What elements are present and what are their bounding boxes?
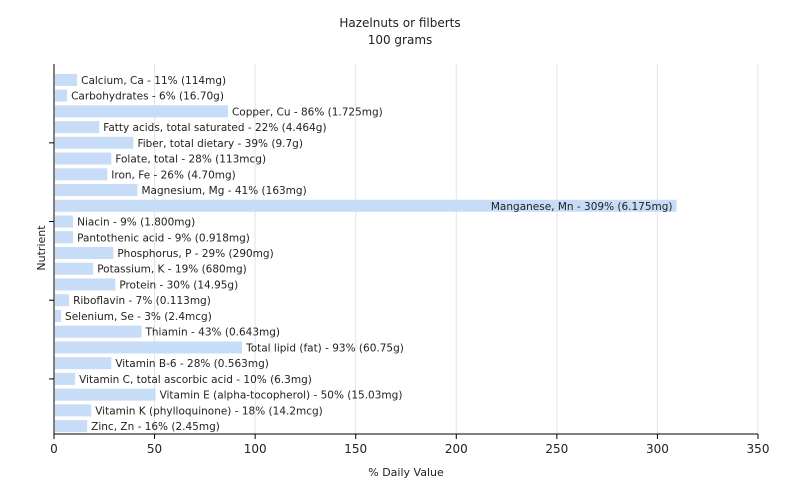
bar-label: Carbohydrates - 6% (16.70g) [71, 91, 224, 103]
bar-label: Potassium, K - 19% (680mg) [97, 264, 247, 276]
bar [55, 325, 142, 338]
x-tick-label: 300 [646, 442, 669, 456]
x-tick-label: 150 [344, 442, 367, 456]
x-axis-title: % Daily Value [368, 466, 444, 479]
bar [55, 184, 138, 197]
bar-label: Fiber, total dietary - 39% (9.7g) [137, 138, 302, 150]
bar-label: Pantothenic acid - 9% (0.918mg) [77, 232, 250, 244]
bar-label: Copper, Cu - 86% (1.725mg) [232, 106, 383, 118]
x-tick-label: 200 [445, 442, 468, 456]
bar [55, 73, 78, 86]
bar-label: Vitamin B-6 - 28% (0.563mg) [115, 358, 269, 370]
bar [55, 309, 62, 322]
x-tick-label: 0 [50, 442, 58, 456]
bar [55, 341, 243, 354]
bar [55, 231, 74, 244]
axes: 0 50 100 150 200 250 300 350 [49, 64, 769, 456]
bar-label: Fatty acids, total saturated - 22% (4.46… [103, 122, 326, 134]
bar [55, 278, 116, 291]
bar [55, 136, 134, 149]
bar [55, 262, 94, 275]
bar-label: Selenium, Se - 3% (2.4mcg) [65, 311, 212, 323]
bar-label: Protein - 30% (14.95g) [119, 279, 238, 291]
bar-label: Vitamin E (alpha-tocopherol) - 50% (15.0… [160, 390, 403, 402]
bar [55, 152, 112, 165]
bar-label: Manganese, Mn - 309% (6.175mg) [491, 201, 673, 213]
bar [55, 404, 92, 417]
bars: Calcium, Ca - 11% (114mg) Carbohydrates -… [55, 73, 677, 433]
bar [55, 294, 70, 307]
bar-label: Magnesium, Mg - 41% (163mg) [141, 185, 306, 197]
bar [55, 168, 108, 181]
bar [55, 420, 88, 433]
chart-title: Hazelnuts or filberts [339, 16, 460, 30]
bar-label: Riboflavin - 7% (0.113mg) [73, 295, 211, 307]
x-tick-label: 50 [147, 442, 162, 456]
bar [55, 199, 677, 212]
bar-label: Vitamin C, total ascorbic acid - 10% (6.… [79, 374, 312, 386]
chart-subtitle: 100 grams [368, 33, 433, 47]
x-tick-label: 350 [747, 442, 770, 456]
bar [55, 121, 100, 134]
bar-label: Total lipid (fat) - 93% (60.75g) [245, 342, 404, 354]
bar-label: Vitamin K (phylloquinone) - 18% (14.2mcg… [95, 405, 323, 417]
x-tick-label: 250 [545, 442, 568, 456]
grid-lines [154, 64, 759, 434]
bar [55, 372, 76, 385]
bar-label: Folate, total - 28% (113mcg) [115, 154, 266, 166]
bar [55, 247, 114, 259]
bar [55, 215, 74, 228]
bar [55, 357, 112, 370]
y-axis-title: Nutrient [35, 225, 48, 271]
bar-label: Thiamin - 43% (0.643mg) [144, 327, 280, 339]
bar [55, 388, 156, 401]
bar-label: Zinc, Zn - 16% (2.45mg) [91, 421, 220, 433]
bar-label: Phosphorus, P - 29% (290mg) [117, 248, 273, 260]
x-tick-label: 100 [244, 442, 267, 456]
bar-label: Niacin - 9% (1.800mg) [77, 217, 195, 229]
bar-label: Calcium, Ca - 11% (114mg) [81, 75, 226, 87]
bar [55, 89, 68, 102]
bar [55, 105, 228, 118]
bar-label: Iron, Fe - 26% (4.70mg) [111, 169, 235, 181]
